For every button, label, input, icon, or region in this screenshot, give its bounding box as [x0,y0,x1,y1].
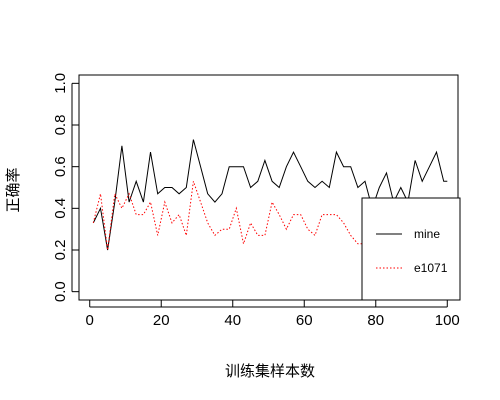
y-axis-title: 正确率 [4,167,22,212]
y-tick-label: 0.6 [52,156,69,177]
legend-box [361,197,461,301]
x-tick-label: 20 [153,312,170,329]
x-tick-label: 40 [224,312,241,329]
x-tick-label: 100 [435,312,460,329]
series-layer [92,139,448,251]
y-tick-label: 0.4 [52,198,69,219]
y-tick-label: 1.0 [52,73,69,94]
plot-frame [78,74,459,301]
x-tick-label: 60 [296,312,313,329]
x-axis: 0 20 40 60 80 100 [86,300,460,329]
y-tick-label: 0.0 [52,281,69,302]
legend-label-e1071: e1071 [414,261,448,275]
series-line-mine [92,139,448,251]
legend-label-mine: mine [414,227,440,241]
y-tick-label: 0.8 [52,115,69,136]
y-axis: 0.0 0.2 0.4 0.6 0.8 1.0 [52,73,79,302]
x-tick-label: 80 [367,312,384,329]
series-line-e1071 [92,181,365,251]
y-tick-label: 0.2 [52,240,69,261]
x-tick-label: 0 [86,312,94,329]
x-axis-title: 训练集样本数 [225,362,315,380]
legend: mine e1071 [361,197,461,301]
